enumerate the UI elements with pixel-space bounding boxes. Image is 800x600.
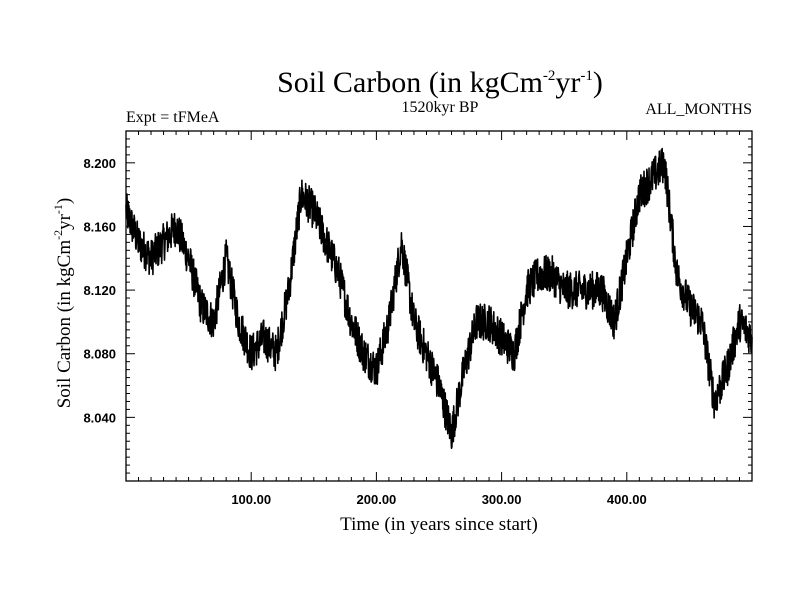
x-tick-label: 400.00 <box>607 492 647 507</box>
x-axis: 100.00 200.00 300.00 400.00 <box>138 131 740 507</box>
subtitle-months: ALL_MONTHS <box>645 101 752 118</box>
y-tick-label: 8.200 <box>83 156 116 171</box>
x-axis-label: Time (in years since start) <box>340 514 538 535</box>
y-axis-label: Soil Carbon (in kgCm-2yr-1) <box>51 198 75 409</box>
y-tick-label: 8.080 <box>83 347 116 362</box>
y-axis: 8.040 8.080 8.120 8.160 8.200 <box>83 138 752 474</box>
subtitle-period: 1520kyr BP <box>402 99 479 116</box>
x-tick-label: 300.00 <box>482 492 522 507</box>
y-tick-label: 8.040 <box>83 410 116 425</box>
soil-carbon-series-line <box>125 147 753 450</box>
y-tick-label: 8.120 <box>83 283 116 298</box>
subtitle-experiment: Expt = tFMeA <box>126 109 220 126</box>
x-tick-label: 200.00 <box>357 492 397 507</box>
y-tick-label: 8.160 <box>83 219 116 234</box>
chart-title: Soil Carbon (in kgCm-2yr-1) <box>277 66 603 99</box>
x-tick-label: 100.00 <box>231 492 271 507</box>
